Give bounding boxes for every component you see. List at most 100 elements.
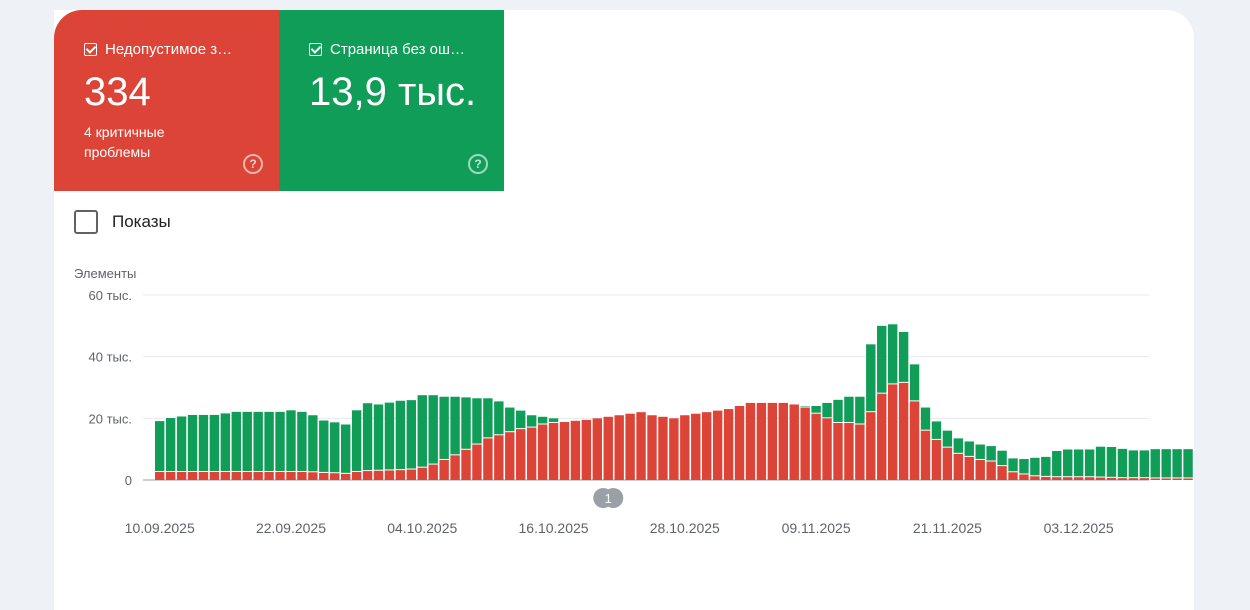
annotation-label: 1 bbox=[605, 491, 612, 506]
bar-error bbox=[844, 422, 854, 480]
x-tick-label: 04.10.2025 bbox=[387, 520, 457, 536]
bar-error bbox=[220, 471, 231, 480]
bar-error bbox=[822, 418, 832, 480]
bar-error bbox=[964, 456, 974, 480]
bar-error bbox=[319, 472, 329, 480]
bar-error bbox=[1073, 477, 1084, 480]
bar-valid bbox=[330, 422, 340, 473]
bar-valid bbox=[1128, 450, 1139, 478]
bar-error bbox=[1128, 478, 1139, 480]
bar-error bbox=[1041, 476, 1051, 480]
error-tile-label: Недопустимое з… bbox=[105, 41, 233, 58]
bar-valid bbox=[1041, 456, 1051, 476]
bar-error bbox=[340, 473, 351, 480]
bar-error bbox=[745, 402, 756, 480]
checkbox-unchecked-icon[interactable] bbox=[74, 210, 98, 234]
bar-valid bbox=[505, 407, 515, 432]
bar-valid bbox=[406, 400, 417, 469]
x-tick-label: 28.10.2025 bbox=[650, 520, 720, 536]
help-icon[interactable]: ? bbox=[468, 154, 488, 174]
checkbox-checked-icon[interactable] bbox=[84, 43, 97, 56]
bar-error bbox=[275, 471, 285, 480]
bar-error bbox=[209, 471, 220, 480]
bar-error bbox=[1183, 478, 1193, 480]
bar-valid bbox=[187, 414, 198, 471]
report-card: Недопустимое з… 334 4 критичные проблемы… bbox=[54, 10, 1194, 610]
impressions-toggle[interactable]: Показы bbox=[74, 210, 171, 234]
bar-valid bbox=[920, 407, 931, 430]
bar-valid bbox=[811, 406, 821, 413]
x-tick-label: 16.10.2025 bbox=[519, 520, 589, 536]
bar-error bbox=[384, 470, 395, 480]
bar-error bbox=[712, 410, 723, 480]
bar-valid bbox=[800, 406, 810, 407]
bar-error bbox=[1008, 472, 1018, 480]
bar-error bbox=[1139, 478, 1149, 480]
bar-error bbox=[242, 471, 252, 480]
bar-error bbox=[767, 402, 778, 480]
bar-error bbox=[1095, 477, 1106, 480]
bar-valid bbox=[198, 414, 209, 471]
bar-error bbox=[898, 382, 909, 480]
bar-valid bbox=[1019, 459, 1029, 474]
bar-error bbox=[417, 467, 427, 480]
bar-valid bbox=[548, 418, 559, 422]
bar-error bbox=[975, 459, 985, 480]
bar-error bbox=[800, 407, 810, 480]
bar-error bbox=[702, 412, 712, 480]
y-axis-label: Элементы bbox=[74, 266, 136, 281]
bar-error bbox=[1030, 476, 1040, 480]
bar-error bbox=[931, 439, 942, 480]
bar-error bbox=[450, 455, 460, 480]
bar-valid bbox=[1161, 449, 1171, 478]
bar-valid bbox=[1052, 451, 1062, 477]
bar-error bbox=[461, 449, 471, 480]
bar-error bbox=[636, 412, 646, 480]
bar-error bbox=[866, 412, 876, 480]
bar-error bbox=[734, 406, 745, 480]
error-tile[interactable]: Недопустимое з… 334 4 критичные проблемы… bbox=[54, 10, 279, 191]
x-tick-label: 10.09.2025 bbox=[125, 520, 195, 536]
bar-valid bbox=[319, 420, 329, 472]
bar-valid bbox=[997, 450, 1007, 466]
bar-error bbox=[155, 471, 165, 480]
bar-valid bbox=[866, 344, 876, 412]
checkbox-checked-icon[interactable] bbox=[309, 43, 322, 56]
bar-valid bbox=[373, 404, 384, 470]
bar-valid bbox=[439, 396, 449, 459]
x-tick-label: 03.12.2025 bbox=[1044, 520, 1114, 536]
valid-tile[interactable]: Страница без ош… 13,9 тыс. ? bbox=[279, 10, 504, 191]
bar-valid bbox=[1172, 449, 1182, 478]
help-icon[interactable]: ? bbox=[243, 154, 263, 174]
bar-valid bbox=[975, 444, 985, 459]
bar-valid bbox=[384, 402, 395, 470]
bar-valid bbox=[1150, 449, 1160, 478]
bar-valid bbox=[264, 411, 274, 471]
annotation-marker-icon bbox=[603, 488, 624, 508]
bar-valid bbox=[362, 403, 373, 471]
error-tile-header[interactable]: Недопустимое з… bbox=[84, 41, 232, 58]
bar-valid bbox=[1073, 449, 1084, 477]
bar-valid bbox=[526, 415, 537, 427]
bar-error bbox=[1052, 477, 1062, 480]
error-count: 334 bbox=[84, 70, 151, 114]
bar-valid bbox=[1139, 450, 1149, 478]
bar-valid bbox=[986, 446, 996, 461]
bar-valid bbox=[340, 424, 351, 473]
bar-error bbox=[592, 418, 602, 480]
bar-valid bbox=[844, 396, 854, 422]
bar-valid bbox=[833, 399, 843, 422]
valid-tile-header[interactable]: Страница без ош… bbox=[309, 41, 465, 58]
bar-valid bbox=[176, 416, 187, 471]
bar-valid bbox=[1030, 457, 1040, 476]
bar-error bbox=[833, 422, 843, 480]
bar-error bbox=[537, 424, 548, 480]
bar-error bbox=[548, 422, 559, 480]
y-tick-label: 20 тыс. bbox=[89, 411, 132, 426]
x-tick-label: 09.11.2025 bbox=[782, 520, 851, 536]
bar-error bbox=[428, 464, 438, 480]
bar-valid bbox=[516, 410, 526, 429]
x-tick-label: 22.09.2025 bbox=[256, 520, 326, 536]
bar-error bbox=[942, 447, 953, 480]
bar-error bbox=[297, 471, 307, 480]
